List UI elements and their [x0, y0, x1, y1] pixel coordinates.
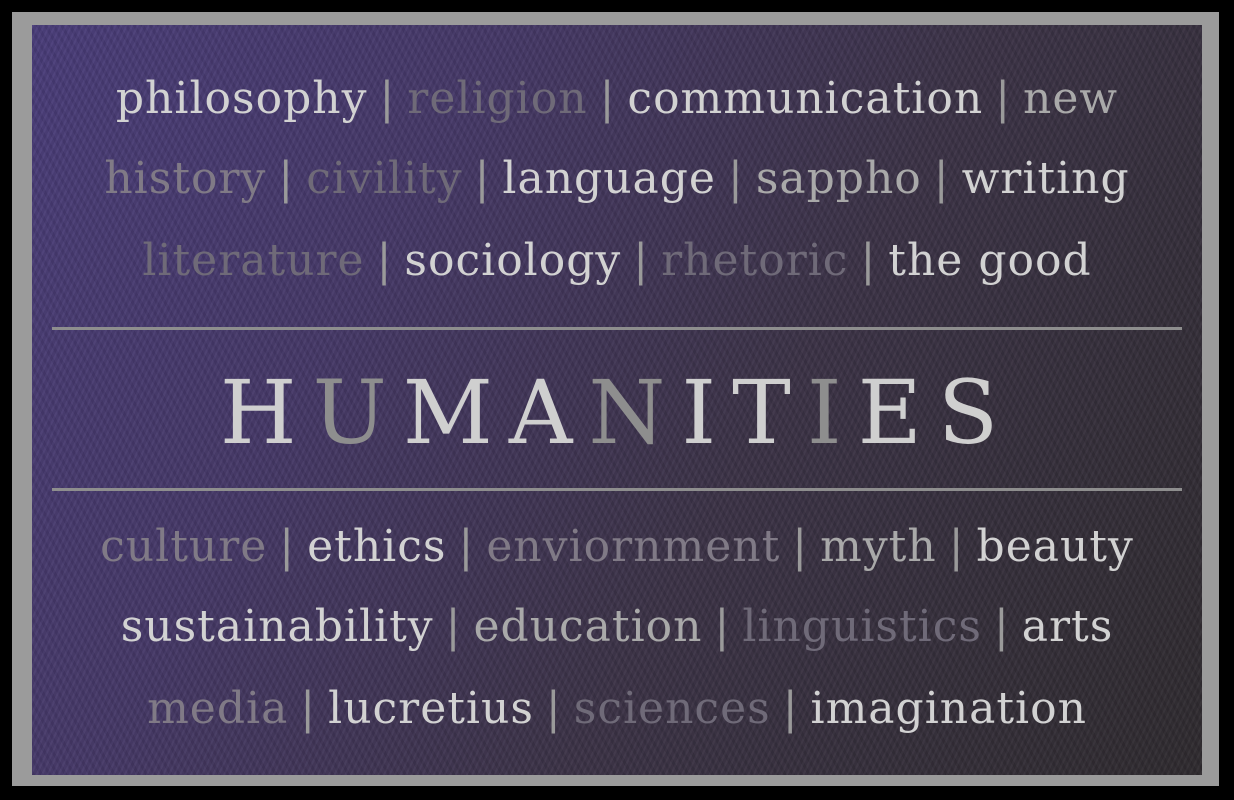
word-new: new — [1023, 73, 1119, 124]
word-ethics: ethics — [307, 521, 447, 572]
title-letter: U — [312, 361, 403, 464]
word-writing: writing — [961, 153, 1130, 204]
separator: | — [474, 153, 491, 204]
title-letter: H — [219, 361, 313, 464]
upper-rule — [52, 327, 1182, 330]
title-letter: I — [806, 361, 858, 464]
separator: | — [376, 235, 393, 286]
title-humanities: HUMANITIES — [52, 365, 1182, 461]
separator: | — [599, 73, 616, 124]
separator: | — [792, 521, 809, 572]
title-letter: E — [857, 361, 938, 464]
separator: | — [714, 601, 731, 652]
word-the-good: the good — [888, 235, 1092, 286]
title-letter: S — [937, 361, 1015, 464]
word-communication: communication — [627, 73, 984, 124]
separator: | — [458, 521, 475, 572]
separator: | — [445, 601, 462, 652]
separator: | — [995, 73, 1012, 124]
word-row-4: culture | ethics | enviornment | myth | beauty — [52, 517, 1182, 577]
word-lucretius: lucretius — [328, 683, 534, 734]
poster-panel: philosophy | religion | communication | new hi… — [32, 25, 1202, 775]
title-letter: I — [681, 361, 733, 464]
title-letter: N — [588, 361, 682, 464]
separator: | — [860, 235, 877, 286]
title-letter: T — [732, 361, 807, 464]
word-myth: myth — [820, 521, 937, 572]
separator: | — [948, 521, 965, 572]
word-philosophy: philosophy — [115, 73, 368, 124]
poster-frame: philosophy | religion | communication | new hi… — [12, 12, 1219, 786]
word-imagination: imagination — [810, 683, 1087, 734]
word-history: history — [104, 153, 267, 204]
word-media: media — [147, 683, 289, 734]
lower-rule — [52, 488, 1182, 491]
separator: | — [633, 235, 650, 286]
word-row-6: media | lucretius | sciences | imagination — [52, 679, 1182, 739]
separator: | — [300, 683, 317, 734]
word-linguistics: linguistics — [742, 601, 982, 652]
word-sappho: sappho — [755, 153, 922, 204]
title-letter: M — [402, 361, 509, 464]
word-beauty: beauty — [976, 521, 1134, 572]
title-letter: A — [508, 361, 589, 464]
word-civility: civility — [306, 153, 463, 204]
word-arts: arts — [1021, 601, 1114, 652]
word-religion: religion — [407, 73, 588, 124]
word-row-5: sustainability | education | linguistics | art… — [52, 597, 1182, 657]
separator: | — [278, 153, 295, 204]
word-sciences: sciences — [573, 683, 771, 734]
separator: | — [727, 153, 744, 204]
separator: | — [279, 521, 296, 572]
word-culture: culture — [100, 521, 268, 572]
word-sociology: sociology — [404, 235, 622, 286]
word-literature: literature — [142, 235, 365, 286]
separator: | — [782, 683, 799, 734]
separator: | — [379, 73, 396, 124]
word-enviornment: enviornment — [486, 521, 781, 572]
word-education: education — [473, 601, 703, 652]
separator: | — [933, 153, 950, 204]
separator: | — [993, 601, 1010, 652]
word-rhetoric: rhetoric — [661, 235, 849, 286]
separator: | — [545, 683, 562, 734]
word-row-2: history | civility | language | sappho | writing — [52, 149, 1182, 209]
word-language: language — [502, 153, 716, 204]
word-row-1: philosophy | religion | communication | new — [52, 69, 1182, 129]
word-sustainability: sustainability — [120, 601, 434, 652]
word-row-3: literature | sociology | rhetoric | the good — [52, 231, 1182, 291]
